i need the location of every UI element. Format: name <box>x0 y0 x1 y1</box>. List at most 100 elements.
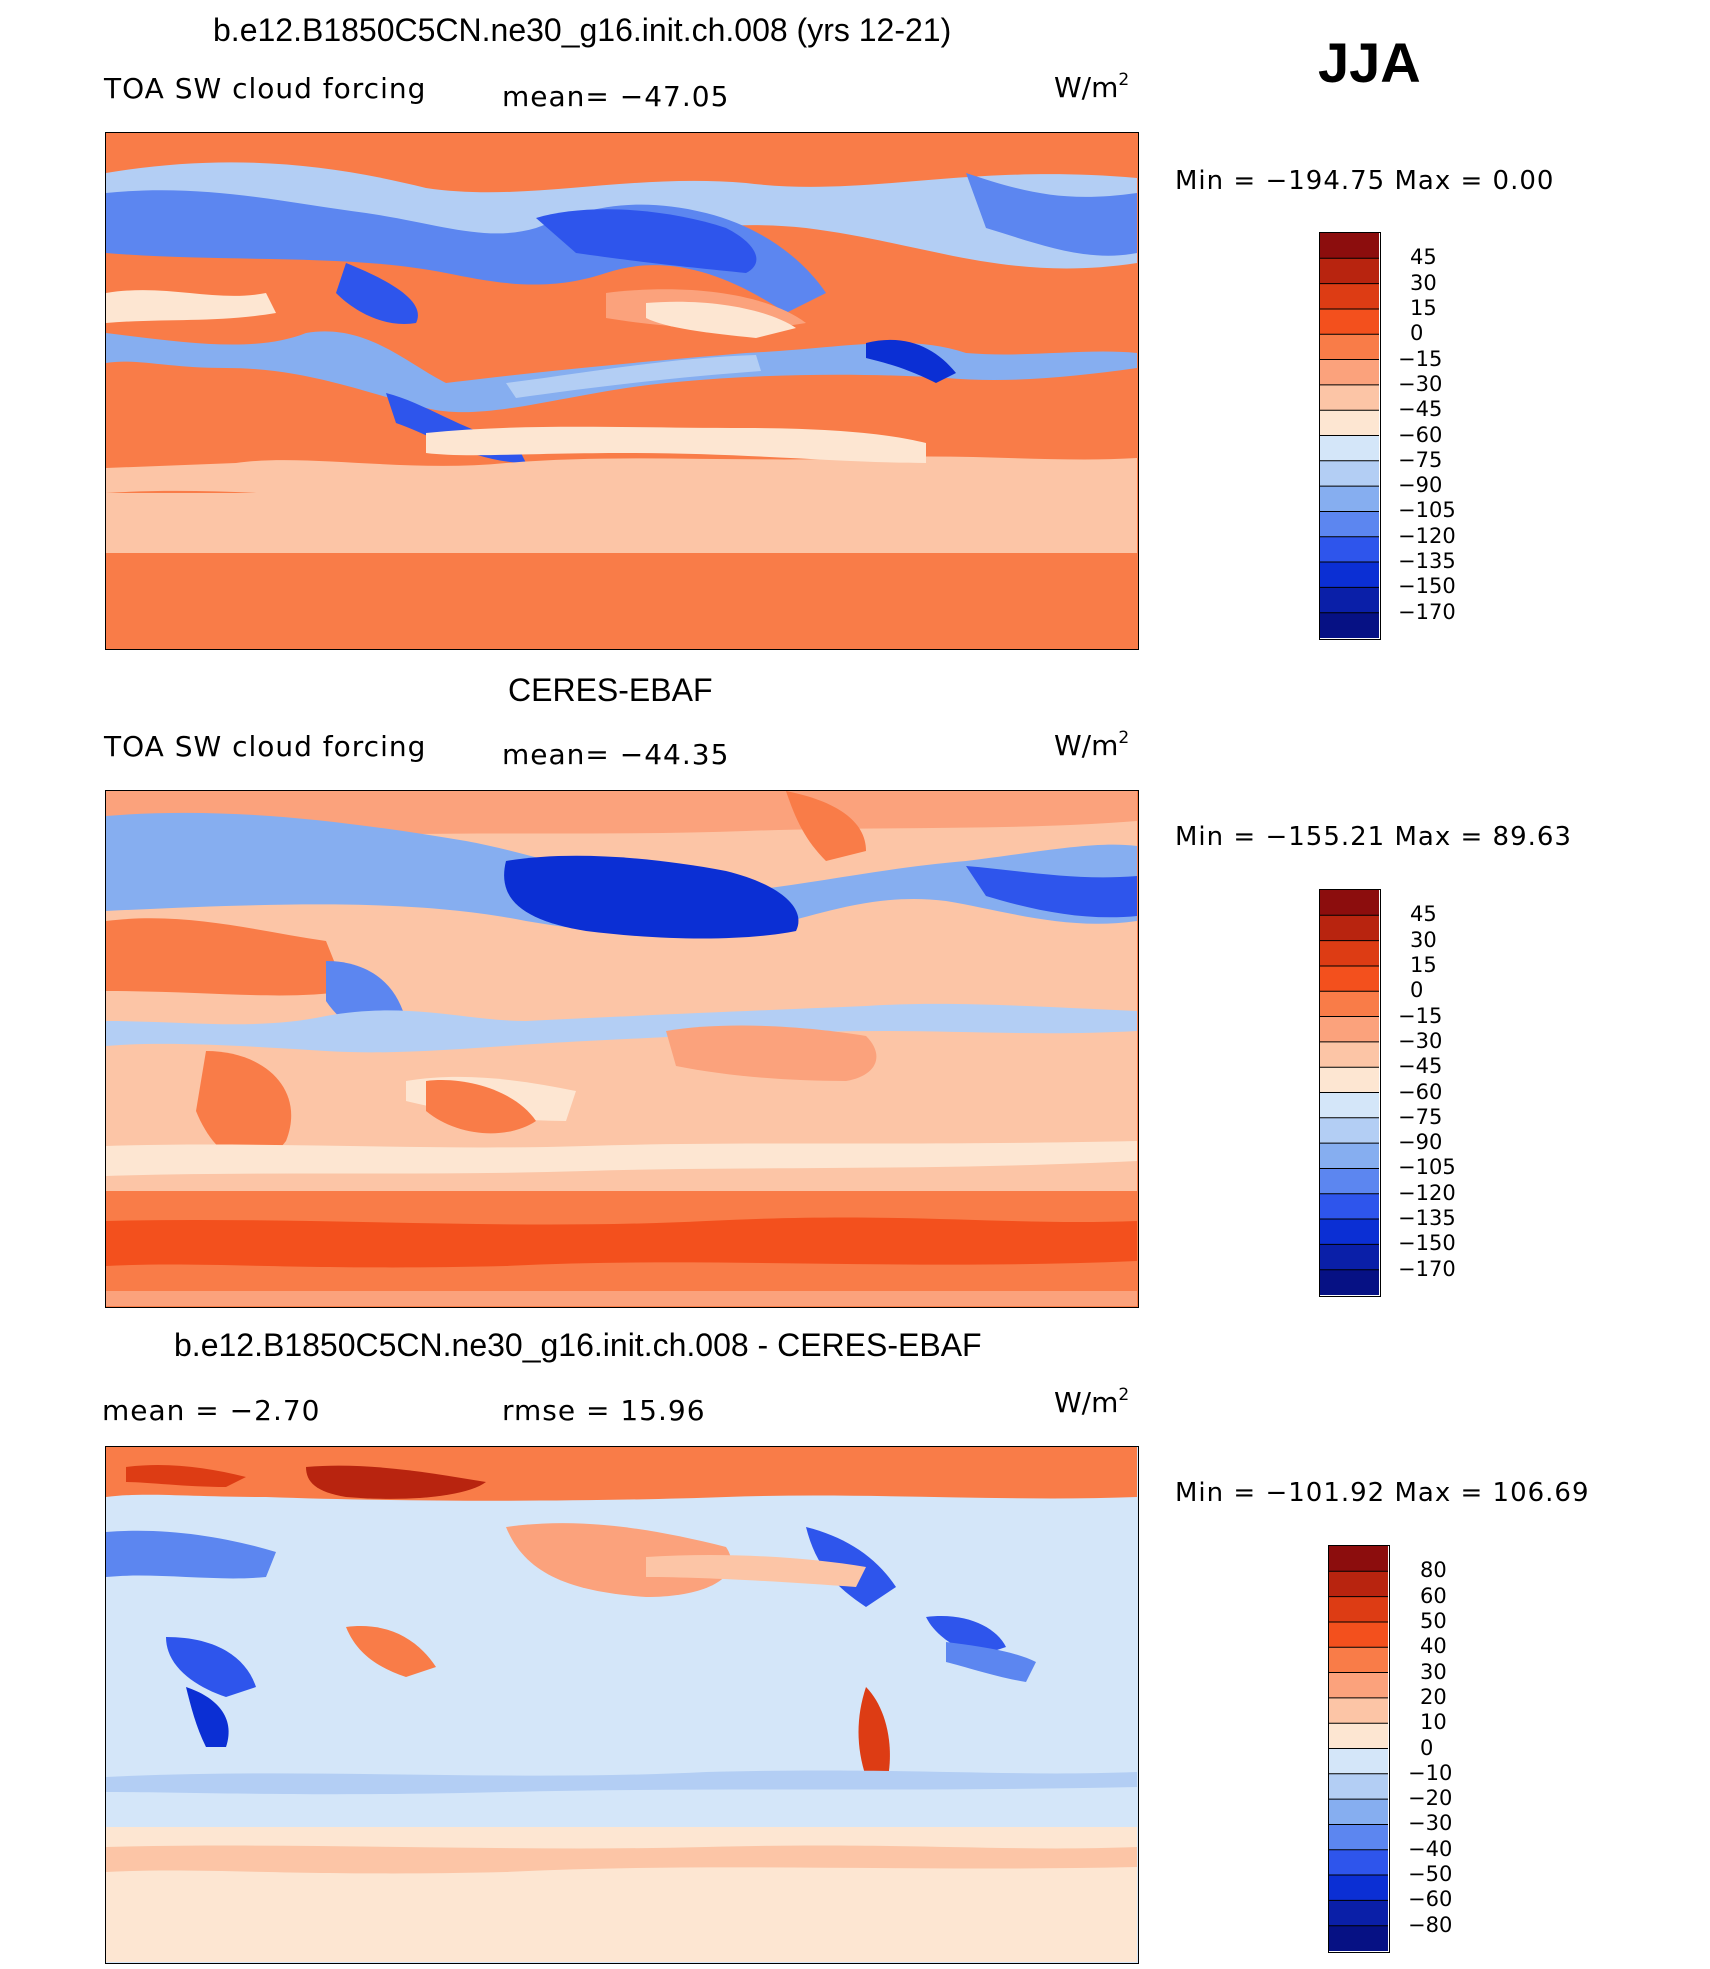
colorbar-tick-label: −30 <box>1398 1028 1443 1053</box>
colorbar-swatch <box>1329 1849 1388 1876</box>
panel-2-min-max: Min = −155.21 Max = 89.63 <box>1175 822 1572 852</box>
colorbar-swatch <box>1320 1067 1379 1093</box>
colorbar-tick-label: −50 <box>1408 1862 1453 1887</box>
colorbar-swatch <box>1320 460 1379 487</box>
colorbar-swatch <box>1320 965 1379 992</box>
colorbar-swatch <box>1320 1219 1379 1245</box>
colorbar-swatch <box>1329 1748 1388 1775</box>
colorbar-swatch <box>1329 1900 1388 1927</box>
panel-2-title: CERES-EBAF <box>508 672 713 708</box>
colorbar-tick-label: 15 <box>1410 952 1437 977</box>
colorbar-swatch <box>1320 283 1379 310</box>
colorbar-tick-label: 0 <box>1420 1735 1434 1760</box>
colorbar-swatch <box>1329 1697 1388 1724</box>
colorbar-swatch <box>1329 1925 1388 1951</box>
colorbar-swatch <box>1329 1799 1388 1825</box>
colorbar-swatch <box>1320 511 1379 538</box>
panel-3-units: W/m2 <box>1054 1385 1130 1419</box>
colorbar-swatch <box>1329 1875 1388 1901</box>
colorbar-tick-label: −105 <box>1398 498 1456 523</box>
colorbar-tick-label: −135 <box>1398 549 1456 574</box>
colorbar-tick-label: −120 <box>1398 523 1456 548</box>
colorbar-tick-label: 10 <box>1420 1710 1447 1735</box>
colorbar-tick-label: −120 <box>1398 1180 1456 1205</box>
colorbar-tick-label: −20 <box>1408 1786 1453 1811</box>
colorbar-tick-label: −75 <box>1398 1104 1443 1129</box>
colorbar-tick-label: −170 <box>1398 1256 1456 1281</box>
colorbar-tick-label: −60 <box>1408 1887 1453 1912</box>
colorbar-tick-label: 45 <box>1410 245 1437 270</box>
panel-3-field <box>106 1447 1137 1962</box>
panel-1-min-max: Min = −194.75 Max = 0.00 <box>1175 166 1555 196</box>
colorbar-swatch <box>1320 890 1379 916</box>
colorbar-swatch <box>1320 486 1379 512</box>
colorbar-tick-label: −80 <box>1408 1912 1453 1937</box>
panel-1-title: b.e12.B1850C5CN.ne30_g16.init.ch.008 (yr… <box>213 12 952 48</box>
colorbar-tick-label: −45 <box>1398 1054 1443 1079</box>
colorbar-swatch <box>1329 1571 1388 1598</box>
colorbar-swatch <box>1329 1621 1388 1648</box>
colorbar-tick-label: 60 <box>1420 1583 1447 1608</box>
colorbar-tick-label: 0 <box>1410 978 1424 1003</box>
colorbar-tick-label: 15 <box>1410 295 1437 320</box>
colorbar-swatch <box>1320 1168 1379 1195</box>
colorbar-swatch <box>1320 587 1379 614</box>
panel-1-colorbar-swatches <box>1320 233 1379 638</box>
panel-2-colorbar-swatches <box>1320 890 1379 1295</box>
panel-3-mean: mean = −2.70 <box>102 1394 321 1427</box>
colorbar-swatch <box>1320 1041 1379 1068</box>
panel-1-colorbar <box>1319 232 1381 640</box>
colorbar-tick-label: 30 <box>1410 270 1437 295</box>
colorbar-swatch <box>1329 1773 1388 1800</box>
colorbar-swatch <box>1320 536 1379 563</box>
colorbar-swatch <box>1320 612 1379 638</box>
colorbar-swatch <box>1329 1647 1388 1674</box>
colorbar-tick-label: 45 <box>1410 902 1437 927</box>
panel-3-colorbar-swatches <box>1329 1546 1388 1951</box>
colorbar-tick-label: −60 <box>1398 1079 1443 1104</box>
panel-3-title: b.e12.B1850C5CN.ne30_g16.init.ch.008 - C… <box>174 1327 982 1363</box>
colorbar-swatch <box>1320 334 1379 361</box>
colorbar-swatch <box>1329 1546 1388 1572</box>
colorbar-swatch <box>1320 1117 1379 1144</box>
colorbar-swatch <box>1320 359 1379 386</box>
colorbar-swatch <box>1320 1016 1379 1043</box>
colorbar-swatch <box>1320 1193 1379 1220</box>
colorbar-tick-label: 80 <box>1420 1558 1447 1583</box>
colorbar-tick-label: −75 <box>1398 447 1443 472</box>
colorbar-swatch <box>1320 258 1379 285</box>
colorbar-tick-label: 40 <box>1420 1634 1447 1659</box>
colorbar-tick-label: −30 <box>1398 371 1443 396</box>
colorbar-swatch <box>1320 410 1379 436</box>
panel-3-min-max: Min = −101.92 Max = 106.69 <box>1175 1478 1590 1508</box>
colorbar-swatch <box>1329 1723 1388 1749</box>
colorbar-tick-label: −45 <box>1398 397 1443 422</box>
colorbar-swatch <box>1320 562 1379 588</box>
colorbar-tick-label: −60 <box>1398 422 1443 447</box>
colorbar-swatch <box>1320 435 1379 462</box>
colorbar-tick-label: −15 <box>1398 346 1443 371</box>
colorbar-swatch <box>1320 308 1379 335</box>
panel-1-mean: mean= −47.05 <box>502 80 730 113</box>
colorbar-swatch <box>1320 233 1379 259</box>
colorbar-swatch <box>1320 1244 1379 1271</box>
colorbar-tick-label: 0 <box>1410 321 1424 346</box>
colorbar-tick-label: 30 <box>1420 1659 1447 1684</box>
colorbar-tick-label: −135 <box>1398 1206 1456 1231</box>
colorbar-tick-label: −105 <box>1398 1155 1456 1180</box>
colorbar-tick-label: −40 <box>1408 1836 1453 1861</box>
colorbar-tick-label: −90 <box>1398 1130 1443 1155</box>
panel-1-map <box>105 132 1139 650</box>
colorbar-tick-label: 30 <box>1410 927 1437 952</box>
panel-3-map <box>105 1446 1139 1964</box>
colorbar-tick-label: −150 <box>1398 1231 1456 1256</box>
panel-2-variable-label: TOA SW cloud forcing <box>104 730 427 763</box>
panel-3-rmse: rmse = 15.96 <box>502 1394 706 1427</box>
panel-2-colorbar <box>1319 889 1381 1297</box>
colorbar-tick-label: −10 <box>1408 1760 1453 1785</box>
colorbar-swatch <box>1329 1596 1388 1623</box>
colorbar-swatch <box>1329 1672 1388 1699</box>
colorbar-tick-label: 50 <box>1420 1608 1447 1633</box>
colorbar-tick-label: 20 <box>1420 1684 1447 1709</box>
colorbar-tick-label: −15 <box>1398 1003 1443 1028</box>
